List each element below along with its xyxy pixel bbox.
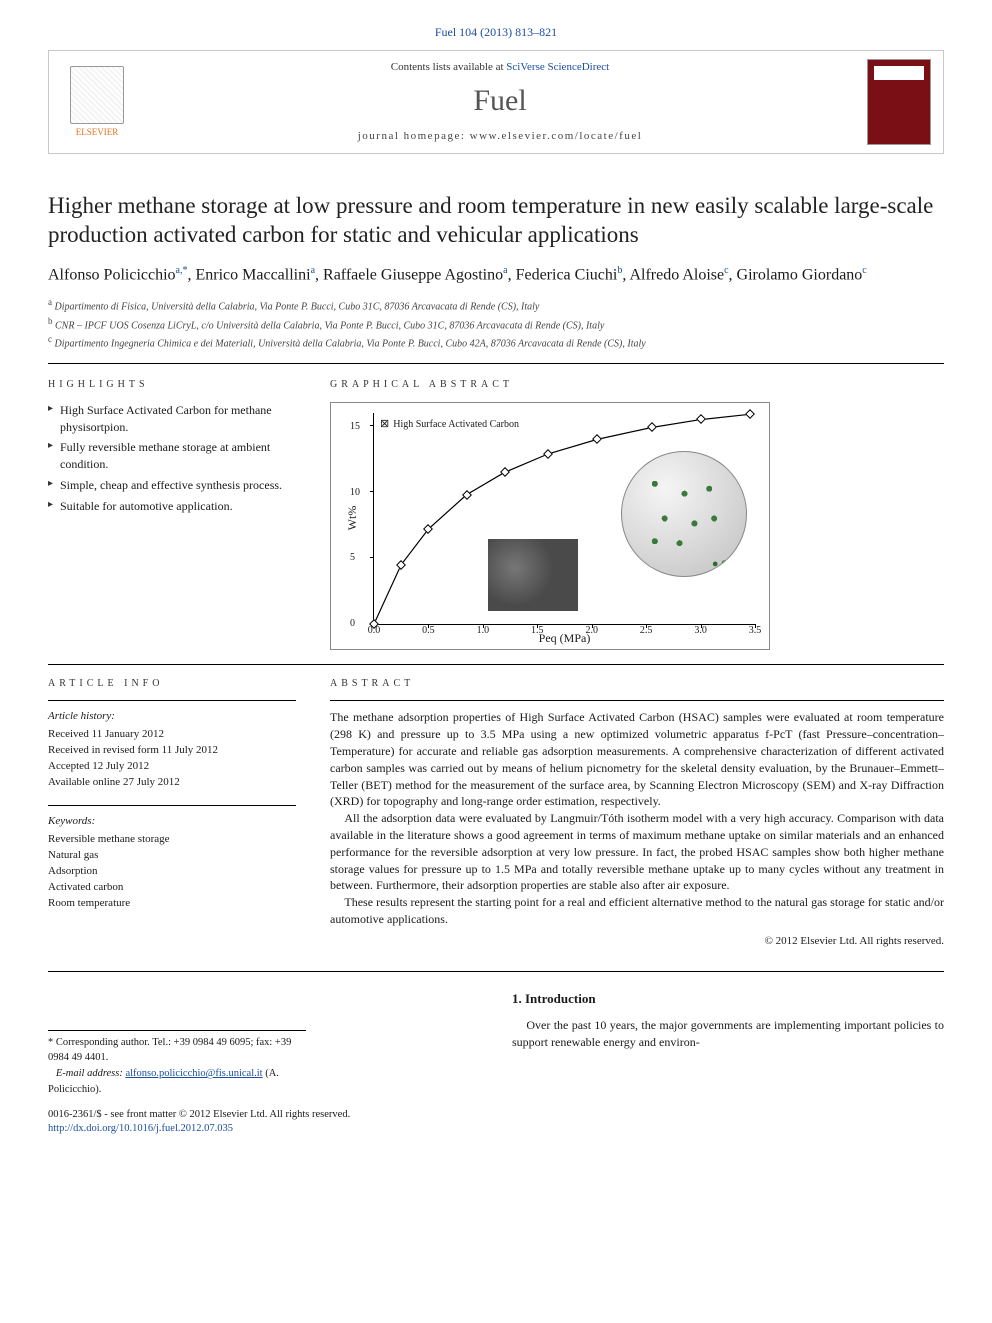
author-list: Alfonso Policicchioa,*, Enrico Maccallin… [48, 264, 944, 287]
abstract-paragraph: All the adsorption data were evaluated b… [330, 810, 944, 894]
journal-name: Fuel [133, 81, 867, 122]
abstract-heading: ABSTRACT [330, 677, 944, 691]
article-title: Higher methane storage at low pressure a… [48, 192, 944, 250]
highlights-heading: HIGHLIGHTS [48, 378, 296, 392]
keyword-item: Room temperature [48, 896, 296, 912]
highlight-item: Suitable for automotive application. [48, 498, 296, 515]
publisher-name: ELSEVIER [76, 126, 119, 138]
chart-ytick: 10 [350, 485, 360, 499]
chart-xlabel: Peq (MPa) [539, 630, 591, 646]
abstract-paragraph: These results represent the starting poi… [330, 894, 944, 928]
corresponding-email-link[interactable]: alfonso.policicchio@fis.unical.it [125, 1068, 262, 1079]
citation-line: Fuel 104 (2013) 813–821 [48, 24, 944, 40]
journal-header: ELSEVIER Contents lists available at Sci… [48, 50, 944, 154]
keyword-item: Natural gas [48, 848, 296, 864]
keyword-item: Adsorption [48, 864, 296, 880]
keywords-heading: Keywords: [48, 814, 296, 830]
chart-ytick: 0 [350, 617, 355, 631]
affiliations: a Dipartimento di Fisica, Università del… [48, 296, 944, 364]
journal-homepage: journal homepage: www.elsevier.com/locat… [133, 129, 867, 144]
keyword-item: Reversible methane storage [48, 832, 296, 848]
history-heading: Article history: [48, 709, 296, 725]
elsevier-logo: ELSEVIER [61, 62, 133, 142]
footer-meta: 0016-2361/$ - see front matter © 2012 El… [48, 1108, 478, 1137]
history-line: Received 11 January 2012 [48, 727, 296, 743]
copyright-line: © 2012 Elsevier Ltd. All rights reserved… [330, 934, 944, 949]
history-line: Accepted 12 July 2012 [48, 759, 296, 775]
journal-cover-icon [867, 59, 931, 145]
contents-available: Contents lists available at SciVerse Sci… [133, 60, 867, 75]
graphical-abstract: ⊠ High Surface Activated Carbon Wt% Peq … [330, 402, 770, 650]
affiliation-line: c Dipartimento Ingegneria Chimica e dei … [48, 333, 944, 351]
doi-link[interactable]: http://dx.doi.org/10.1016/j.fuel.2012.07… [48, 1123, 233, 1134]
keyword-item: Activated carbon [48, 880, 296, 896]
divider [48, 971, 944, 972]
introduction-heading: 1. Introduction [512, 990, 944, 1008]
highlight-item: High Surface Activated Carbon for methan… [48, 402, 296, 436]
sem-micrograph-icon [488, 539, 578, 611]
ch4-label: ● CH₄ [712, 557, 741, 572]
divider [48, 664, 944, 665]
abstract-text: The methane adsorption properties of Hig… [330, 709, 944, 927]
elsevier-tree-icon [70, 66, 124, 124]
corresponding-author-footnote: * Corresponding author. Tel.: +39 0984 4… [48, 1030, 306, 1098]
highlight-item: Simple, cheap and effective synthesis pr… [48, 477, 296, 494]
affiliation-line: b CNR – IPCF UOS Cosenza LiCryL, c/o Uni… [48, 315, 944, 333]
article-history: Article history: Received 11 January 201… [48, 709, 296, 791]
introduction-text: Over the past 10 years, the major govern… [512, 1017, 944, 1051]
highlights-list: High Surface Activated Carbon for methan… [48, 402, 296, 515]
history-line: Available online 27 July 2012 [48, 775, 296, 791]
highlight-item: Fully reversible methane storage at ambi… [48, 439, 296, 473]
abstract-paragraph: The methane adsorption properties of Hig… [330, 709, 944, 810]
chart-ytick: 15 [350, 419, 360, 433]
affiliation-line: a Dipartimento di Fisica, Università del… [48, 296, 944, 314]
chart-ylabel: Wt% [344, 506, 360, 531]
keywords: Keywords: Reversible methane storageNatu… [48, 814, 296, 912]
history-line: Received in revised form 11 July 2012 [48, 743, 296, 759]
molecular-sphere-icon: ● CH₄ [621, 451, 747, 577]
isotherm-chart: ⊠ High Surface Activated Carbon Wt% Peq … [373, 413, 755, 625]
sciencedirect-link[interactable]: SciVerse ScienceDirect [506, 61, 609, 73]
article-info-heading: ARTICLE INFO [48, 677, 296, 691]
chart-ytick: 5 [350, 551, 355, 565]
graphical-abstract-heading: GRAPHICAL ABSTRACT [330, 378, 944, 392]
